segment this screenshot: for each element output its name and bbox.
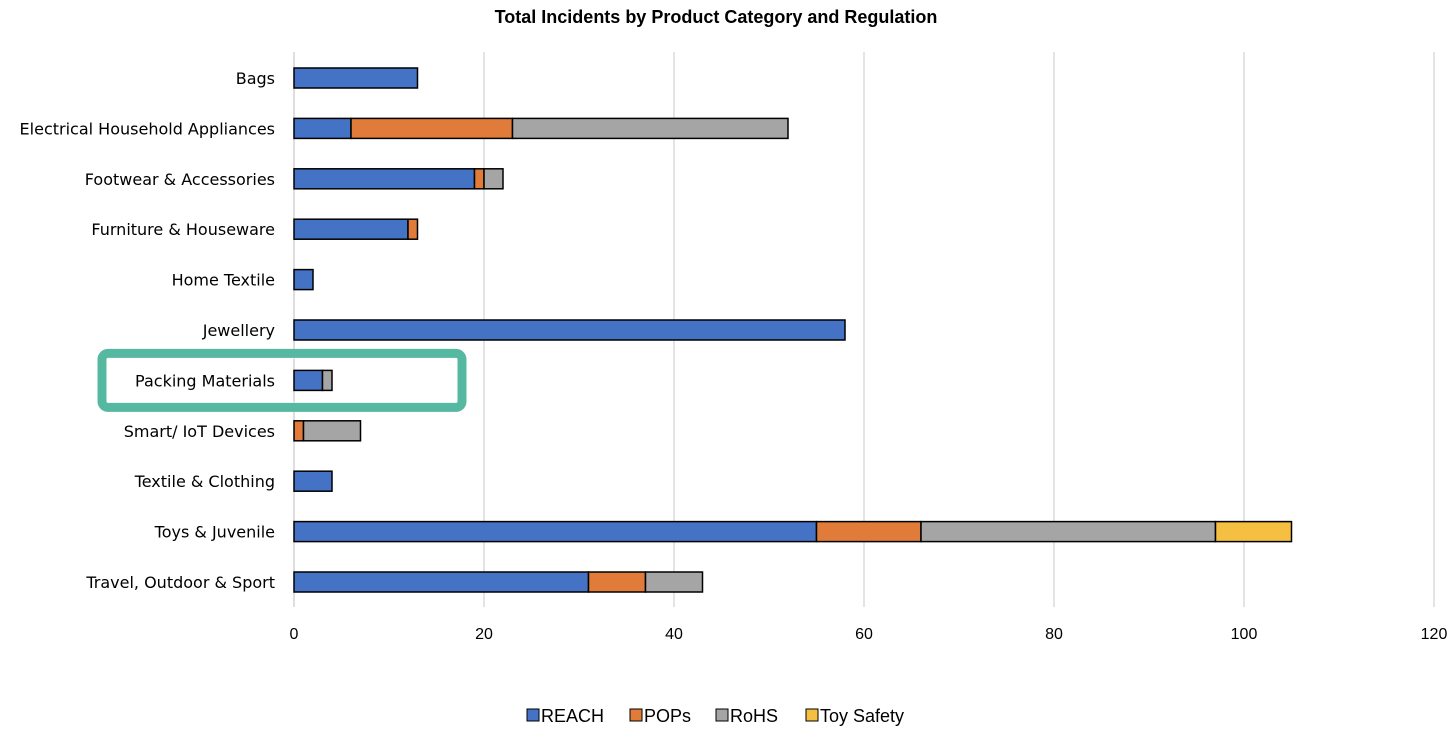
bar-furniture-houseware-reach — [293, 218, 409, 240]
x-tick-label-100: 100 — [1231, 626, 1258, 643]
x-axis-tick-labels: 0 20 40 60 80 100 120 — [290, 626, 1448, 643]
bar-packing-materials-reach — [293, 369, 324, 392]
bar-bags-reach — [293, 67, 419, 89]
bar-smart-iot-devices-pops — [293, 420, 305, 442]
category-labels: Bags Electrical Household Appliances Footw… — [20, 69, 275, 592]
bar-footwear-accessories-rohs — [483, 168, 504, 190]
category-label-textile-clothing: Textile & Clothing — [134, 472, 275, 491]
bar-furniture-houseware-pops — [407, 218, 419, 240]
legend-label-reach: REACH — [541, 706, 604, 726]
gridlines — [293, 52, 1435, 607]
legend-label-toy-safety: Toy Safety — [820, 706, 904, 726]
x-tick-label-80: 80 — [1045, 626, 1063, 643]
category-label-smart-iot-devices: Smart/ IoT Devices — [124, 422, 275, 441]
bar-jewellery-reach — [293, 319, 846, 341]
legend-label-pops: POPs — [644, 706, 691, 726]
bar-travel-outdoor-sport-reach — [293, 571, 590, 593]
category-label-travel-outdoor-sport: Travel, Outdoor & Sport — [85, 573, 275, 592]
bar-electrical-household-appliances-reach — [293, 117, 352, 140]
bar-toys-juvenile-rohs — [920, 520, 1217, 543]
category-label-electrical-household-appliances: Electrical Household Appliances — [20, 119, 275, 138]
legend-swatch-reach — [526, 708, 540, 722]
bar-packing-materials-rohs — [321, 369, 333, 392]
bar-toys-juvenile-reach — [293, 520, 818, 543]
highlight-layer — [97, 348, 485, 412]
chart-title: Total Incidents by Product Category and … — [495, 7, 938, 27]
bar-textile-clothing-reach — [293, 470, 333, 492]
bars — [293, 67, 1293, 593]
bar-travel-outdoor-sport-rohs — [644, 571, 704, 593]
bar-travel-outdoor-sport-pops — [587, 571, 647, 593]
category-label-toys-juvenile: Toys & Juvenile — [154, 523, 275, 542]
legend-swatch-rohs — [715, 708, 729, 722]
x-tick-label-20: 20 — [475, 626, 493, 643]
category-label-packing-materials: Packing Materials — [135, 371, 275, 390]
legend-swatch-toy-safety — [805, 708, 819, 722]
category-label-bags: Bags — [236, 69, 275, 88]
x-tick-label-0: 0 — [290, 626, 299, 643]
legend-label-rohs: RoHS — [730, 706, 778, 726]
category-label-home-textile: Home Textile — [172, 271, 275, 290]
category-label-footwear-accessories: Footwear & Accessories — [85, 170, 275, 189]
bar-home-textile-reach — [293, 268, 314, 291]
bar-electrical-household-appliances-rohs — [511, 117, 789, 140]
x-tick-label-40: 40 — [665, 626, 683, 643]
bar-toys-juvenile-toy-safety — [1214, 520, 1293, 543]
x-tick-label-60: 60 — [855, 626, 873, 643]
bar-toys-juvenile-pops — [815, 520, 922, 543]
x-tick-label-120: 120 — [1421, 626, 1448, 643]
category-label-furniture-houseware: Furniture & Houseware — [91, 220, 275, 239]
category-label-jewellery: Jewellery — [202, 321, 275, 340]
bar-smart-iot-devices-rohs — [302, 420, 362, 442]
legend-swatch-pops — [629, 708, 643, 722]
bar-footwear-accessories-pops — [473, 168, 485, 190]
bar-electrical-household-appliances-pops — [350, 117, 514, 140]
highlight-box — [97, 348, 467, 412]
legend: REACH POPs RoHS Toy Safety — [526, 706, 904, 726]
bar-footwear-accessories-reach — [293, 168, 476, 190]
